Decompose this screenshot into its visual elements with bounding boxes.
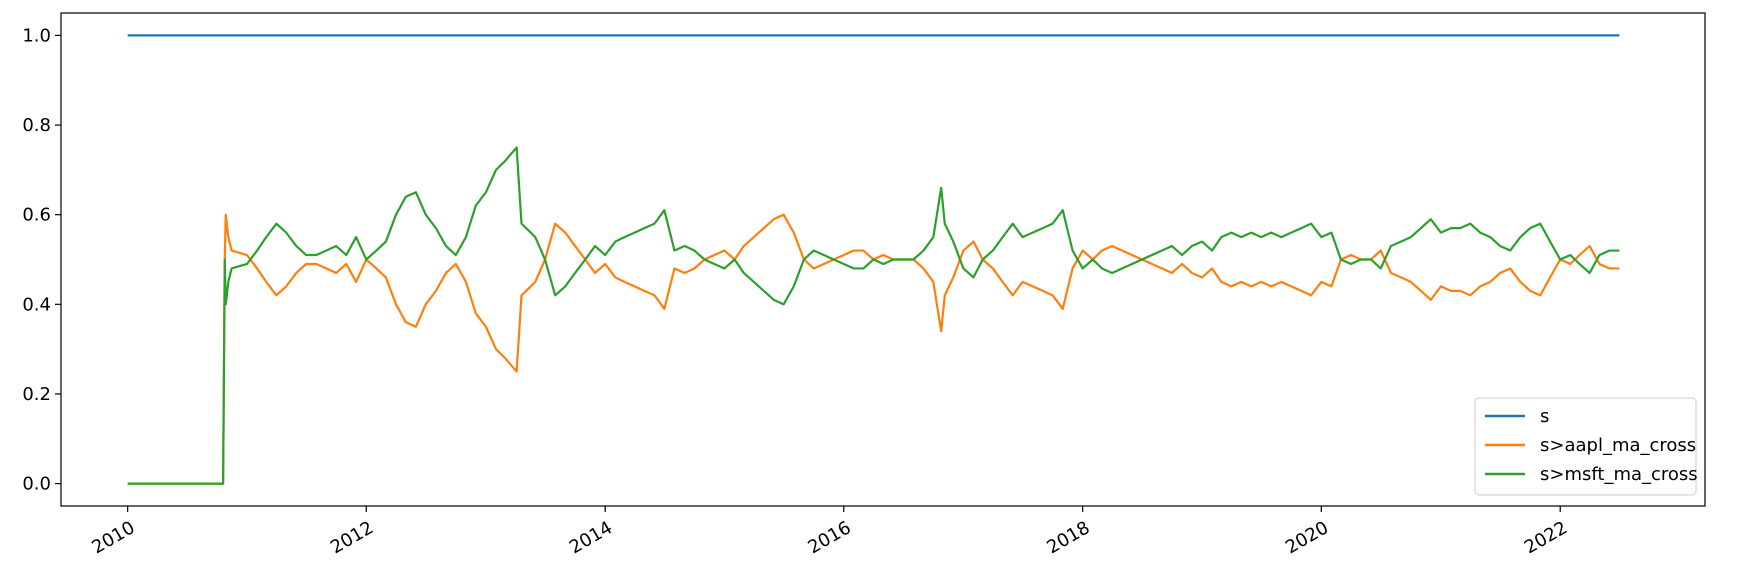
legend-label: s xyxy=(1540,406,1549,427)
legend-label: s>msft_ma_cross xyxy=(1540,464,1698,485)
legend-label: s>aapl_ma_cross xyxy=(1540,435,1696,456)
y-tick-label: 0.8 xyxy=(22,115,51,136)
y-tick-label: 0.2 xyxy=(22,384,51,405)
y-axis: 0.0 0.2 0.4 0.6 0.8 1.0 xyxy=(22,25,61,495)
series-line-2 xyxy=(127,146,1620,485)
y-tick-label: 1.0 xyxy=(22,25,51,46)
plot-area-frame xyxy=(60,12,1706,507)
y-tick-label: 0.0 xyxy=(22,474,51,495)
y-tick-label: 0.4 xyxy=(22,294,51,315)
y-tick-label: 0.6 xyxy=(22,205,51,226)
series-layer xyxy=(127,34,1620,485)
legend-box xyxy=(1474,397,1697,496)
legend: s s>aapl_ma_cross s>msft_ma_cross xyxy=(1474,397,1698,496)
